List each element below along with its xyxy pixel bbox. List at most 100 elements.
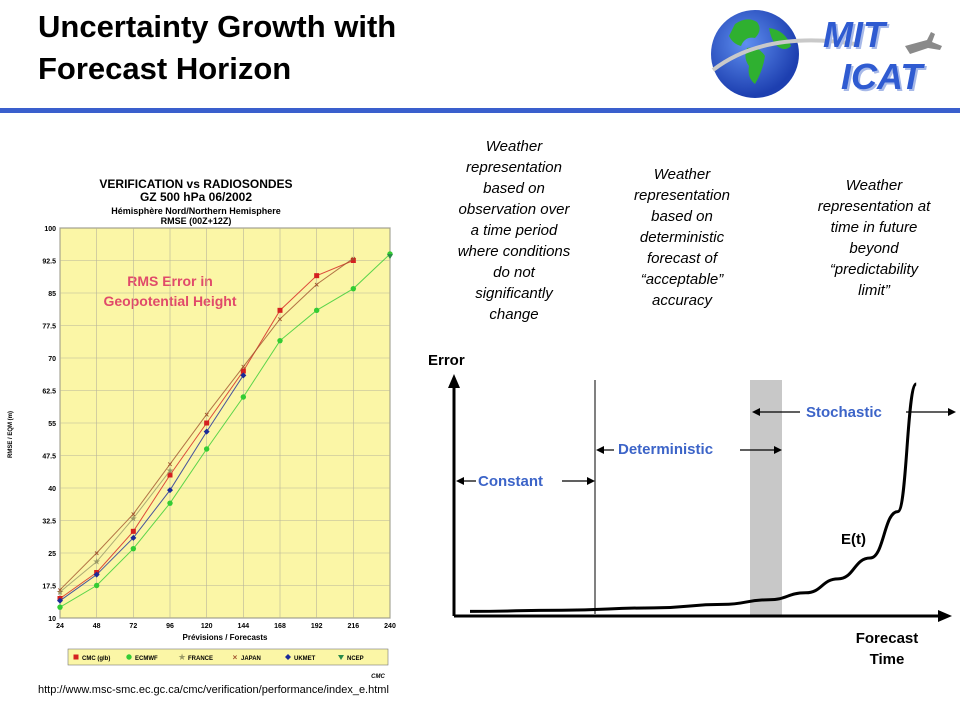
caption-line: change	[489, 306, 539, 323]
caption-line: significantly	[475, 285, 553, 302]
data-point: ★	[56, 587, 64, 597]
y-axis-label: RMSE / EQM (m)	[8, 411, 14, 458]
data-point	[57, 597, 63, 604]
y-tick-label: 77.5	[42, 324, 56, 331]
data-point: ★	[129, 513, 137, 523]
x-tick-label: 96	[166, 623, 174, 630]
data-point	[73, 654, 79, 660]
region-deterministic-label: Deterministic	[618, 441, 714, 458]
caption-line: do not	[493, 264, 535, 281]
data-point: ×	[351, 254, 356, 263]
legend-item: UKMET	[294, 656, 316, 662]
y-tick-label: 55	[48, 421, 56, 428]
x-tick-label: 24	[56, 623, 64, 630]
data-point: ×	[204, 410, 209, 419]
data-point	[167, 472, 173, 478]
chart-title-1: VERIFICATION vs RADIOSONDES	[99, 177, 292, 191]
y-tick-label: 10	[48, 616, 56, 623]
y-tick-label: 62.5	[42, 389, 56, 396]
y-tick-label: 85	[48, 291, 56, 298]
region-stochastic-label: Stochastic	[806, 404, 882, 421]
y-tick-label: 40	[48, 486, 56, 493]
title-divider	[0, 108, 960, 113]
legend-item: NCEP	[347, 656, 364, 662]
caption-line: limit”	[858, 282, 890, 299]
chart-title-2: GZ 500 hPa 06/2002	[140, 190, 252, 204]
caption-line: representation	[634, 187, 730, 204]
series-ncep	[387, 254, 393, 260]
series-france: ★ ★ ★ ★	[56, 466, 174, 597]
data-point	[277, 337, 283, 344]
error-curve	[469, 382, 918, 613]
arrow-right-icon	[587, 477, 595, 485]
data-point: ×	[241, 363, 246, 372]
arrow-right-icon	[774, 446, 782, 454]
source-link[interactable]: http://www.msc-smc.ec.gc.ca/cmc/verifica…	[38, 684, 389, 696]
data-point	[240, 394, 247, 400]
legend-box	[67, 648, 389, 666]
logo-mit: MIT	[823, 14, 885, 55]
title-line-2: Forecast Horizon	[38, 51, 292, 86]
caption-line: accuracy	[651, 292, 713, 309]
time-axis-label: Forecast Time	[852, 628, 922, 670]
y-tick-label: 70	[48, 356, 56, 363]
caption-line: Weather	[653, 166, 711, 183]
legend-item: FRANCE	[188, 656, 213, 662]
data-point	[387, 254, 393, 260]
data-point	[350, 285, 357, 292]
caption-line: based on	[483, 180, 545, 197]
caption-line: observation over	[458, 201, 570, 218]
y-axis-arrow-icon	[448, 374, 460, 388]
data-point	[338, 655, 344, 660]
legend-item: CMC (glb)	[82, 656, 110, 662]
mit-icat-logo: MIT ICAT	[705, 6, 955, 102]
caption-line: a time period	[470, 222, 558, 239]
series-ukmet	[57, 372, 247, 604]
data-point: ★	[93, 557, 101, 567]
data-point	[57, 604, 63, 610]
data-point: ×	[278, 315, 283, 324]
verification-chart: VERIFICATION vs RADIOSONDES GZ 500 hPa 0…	[8, 177, 396, 680]
chart-subtitle-2: RMSE (00Z+12Z)	[161, 216, 232, 226]
series-ecmwf	[57, 251, 393, 610]
data-point	[277, 307, 283, 313]
legend-item: ECMWF	[135, 656, 158, 662]
y-tick-label: 92.5	[42, 259, 56, 266]
arrow-left-icon	[596, 446, 604, 454]
caption-line: Weather	[485, 138, 543, 155]
chart-credit: CMC	[371, 674, 385, 680]
caption-line: where conditions	[457, 243, 571, 260]
caption-line: deterministic	[639, 229, 725, 246]
y-tick-label: 47.5	[42, 454, 56, 461]
data-point	[93, 582, 100, 589]
arrow-right-icon	[948, 408, 956, 416]
data-point	[130, 528, 136, 534]
x-axis-arrow-icon	[938, 610, 952, 622]
arrow-left-icon	[752, 408, 760, 416]
data-point	[126, 654, 132, 660]
caption-line: Weather	[845, 177, 903, 194]
x-tick-label: 168	[274, 623, 286, 630]
data-point: ★	[178, 652, 186, 662]
data-point: ×	[314, 280, 319, 289]
caption-line: time in future	[830, 219, 918, 236]
caption-deterministic: Weather representation based on determinist…	[608, 164, 756, 311]
caption-stochastic: Weather representation at time in future be…	[794, 175, 954, 301]
data-point	[350, 258, 356, 263]
series-line	[59, 470, 171, 593]
caption-constant: Weather representation based on observation…	[436, 136, 592, 325]
data-point: ×	[94, 549, 99, 558]
data-point	[313, 307, 320, 314]
data-point: ×	[131, 510, 136, 519]
data-point	[314, 273, 320, 279]
caption-line: representation at	[817, 198, 931, 215]
caption-line: “predictability	[829, 261, 919, 278]
data-point	[240, 368, 246, 374]
time-axis-label-1: Forecast	[855, 630, 919, 647]
x-tick-label: 48	[93, 623, 101, 630]
logo-icat: ICAT	[841, 56, 923, 97]
error-axis-label: Error	[428, 352, 465, 369]
slide-title: Uncertainty Growth with Forecast Horizon	[38, 6, 396, 90]
transition-band	[750, 380, 782, 616]
y-tick-label: 17.5	[42, 584, 56, 591]
